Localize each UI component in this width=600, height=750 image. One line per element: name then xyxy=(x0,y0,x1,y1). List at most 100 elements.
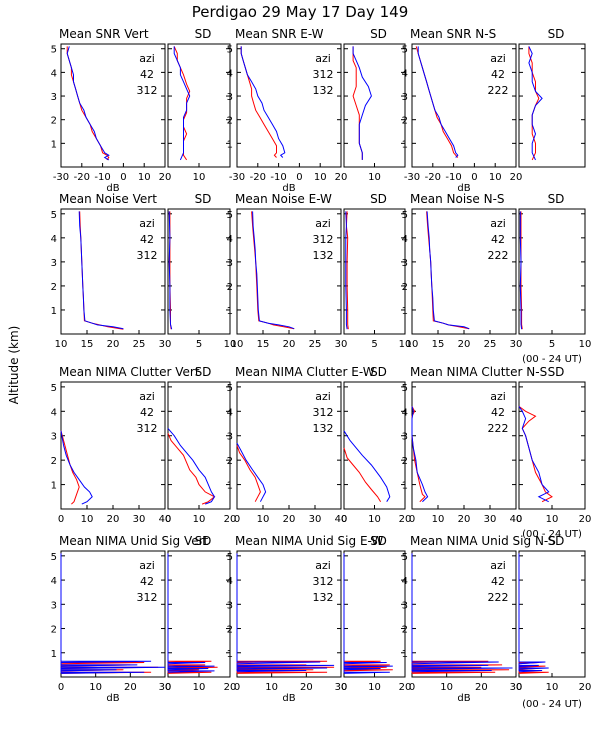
series-line-312 xyxy=(240,46,277,158)
legend-entry: 42 xyxy=(491,406,505,419)
x-tick-label: 0 xyxy=(516,514,522,525)
sd-panel: SD 0 10 20 (00 - 24 UT) xyxy=(516,534,592,710)
panel-title: SD xyxy=(548,365,565,379)
y-tick-label: 2 xyxy=(51,456,57,467)
legend-entry: 222 xyxy=(488,84,509,97)
panel-title: Mean NIMA Unid Sig E-W xyxy=(235,534,383,548)
x-tick-label: 10 xyxy=(368,514,381,525)
x-tick-label: 10 xyxy=(489,172,502,183)
y-tick-label: 5 xyxy=(51,210,57,221)
y-tick-label: 3 xyxy=(402,92,408,103)
x-tick-label: -10 xyxy=(94,172,110,183)
x-tick-label: 10 xyxy=(224,339,237,350)
legend-title: azi xyxy=(490,390,506,403)
panel-title: Mean SNR Vert xyxy=(59,27,149,41)
series-line-312 xyxy=(343,447,382,502)
y-tick-label: 1 xyxy=(227,139,233,150)
panel-title: Mean NIMA Clutter Vert xyxy=(59,365,200,379)
series-line-132 xyxy=(345,211,348,330)
series-line-132 xyxy=(352,46,372,160)
y-tick-label: 4 xyxy=(402,576,408,587)
sd-panel: SD 5 10 (00 - 24 UT) xyxy=(518,192,591,365)
x-tick-label: -10 xyxy=(445,172,461,183)
series-line-42 xyxy=(415,46,459,158)
legend-entry: 132 xyxy=(313,84,334,97)
y-tick-label: 5 xyxy=(402,210,408,221)
y-tick-label: 3 xyxy=(227,600,233,611)
series-line-132 xyxy=(240,46,286,158)
y-tick-label: 5 xyxy=(227,45,233,56)
x-axis-label: dB xyxy=(106,693,119,704)
panel-title: SD xyxy=(548,27,565,41)
legend-entry: 42 xyxy=(140,406,154,419)
x-tick-label: 0 xyxy=(58,514,64,525)
mean-panel: Mean Noise N-S 1 2 3 4 5 10 15 20 25 30 azi 42 222 xyxy=(402,192,523,350)
legend-entry: 312 xyxy=(313,233,334,246)
series-line-312 xyxy=(168,211,173,330)
legend-entry: 42 xyxy=(140,233,154,246)
panel-title: SD xyxy=(370,192,387,206)
x-tick-label: 20 xyxy=(283,339,296,350)
legend-entry: 312 xyxy=(137,84,158,97)
y-tick-label: 2 xyxy=(227,625,233,636)
x-tick-label: 30 xyxy=(510,339,523,350)
x-tick-label: 0 xyxy=(120,172,126,183)
x-tick-label: 10 xyxy=(81,514,94,525)
x-tick-label: 30 xyxy=(484,514,497,525)
sd-panel: SD0 10 20 xyxy=(341,365,412,525)
x-tick-label: 10 xyxy=(193,682,206,693)
y-tick-label: 4 xyxy=(402,234,408,245)
series-line-312 xyxy=(167,428,216,505)
series-line-132 xyxy=(343,430,391,502)
legend-title: azi xyxy=(139,52,155,65)
time-range-note: (00 - 24 UT) xyxy=(522,529,582,540)
x-tick-label: 0 xyxy=(409,682,415,693)
series-line-312 xyxy=(60,553,166,674)
sd-panel: SD 0 10 20 (00 - 24 UT) xyxy=(516,365,592,540)
y-tick-label: 5 xyxy=(51,552,57,563)
panel-title: SD xyxy=(195,192,212,206)
panel-title: Mean Noise E-W xyxy=(235,192,332,206)
mean-panel: Mean NIMA Unid Sig N-S 1 2 3 4 5 0 10 20 30 dB azi 4… xyxy=(402,534,556,704)
x-tick-label: 20 xyxy=(107,514,120,525)
y-tick-label: 5 xyxy=(227,552,233,563)
y-tick-label: 2 xyxy=(402,282,408,293)
x-tick-label: 0 xyxy=(165,682,171,693)
series-line-222 xyxy=(519,211,523,330)
y-tick-label: 1 xyxy=(402,481,408,492)
panel-title: SD xyxy=(370,365,387,379)
sd-panel: SD0 10 20 xyxy=(341,534,412,693)
x-tick-label: 10 xyxy=(546,682,559,693)
x-tick-label: 10 xyxy=(257,514,270,525)
x-tick-label: 20 xyxy=(224,682,237,693)
panel-title: Mean NIMA Unid Sig Vert xyxy=(59,534,209,548)
series-line-42 xyxy=(60,430,80,505)
y-tick-label: 5 xyxy=(402,45,408,56)
x-tick-label: 20 xyxy=(335,172,348,183)
x-axis-label: dB xyxy=(106,183,119,194)
panel-title: Mean NIMA Clutter N-S xyxy=(410,365,547,379)
x-tick-label: 20 xyxy=(510,172,523,183)
series-line-312 xyxy=(60,430,93,505)
y-tick-label: 4 xyxy=(51,234,57,245)
panel-title: SD xyxy=(370,27,387,41)
series-line-132 xyxy=(236,442,267,502)
series-line-132 xyxy=(252,211,295,330)
series-line-222 xyxy=(417,46,459,158)
mean-panel: Mean SNR E-W 1 2 3 4 5 -30 -20 -10 0 10 20 dB azi 312 1… xyxy=(227,27,348,194)
y-tick-label: 4 xyxy=(402,68,408,79)
mean-panel: Mean NIMA Clutter Vert 1 2 3 4 5 0 10 20 30 40 azi 4… xyxy=(51,365,200,525)
legend-entry: 222 xyxy=(488,591,509,604)
series-line-222 xyxy=(528,46,543,161)
series-line-42 xyxy=(167,553,218,674)
y-tick-label: 5 xyxy=(402,552,408,563)
y-tick-label: 2 xyxy=(51,282,57,293)
x-tick-label: 20 xyxy=(107,339,120,350)
series-line-42 xyxy=(167,433,216,505)
panel-title: Mean SNR N-S xyxy=(410,27,496,41)
mean-panel: Mean NIMA Unid Sig E-W 1 2 3 4 5 0 10 20 30 dB azi 3… xyxy=(227,534,384,704)
legend-entry: 132 xyxy=(313,249,334,262)
series-line-42 xyxy=(66,46,110,161)
y-tick-label: 4 xyxy=(51,407,57,418)
